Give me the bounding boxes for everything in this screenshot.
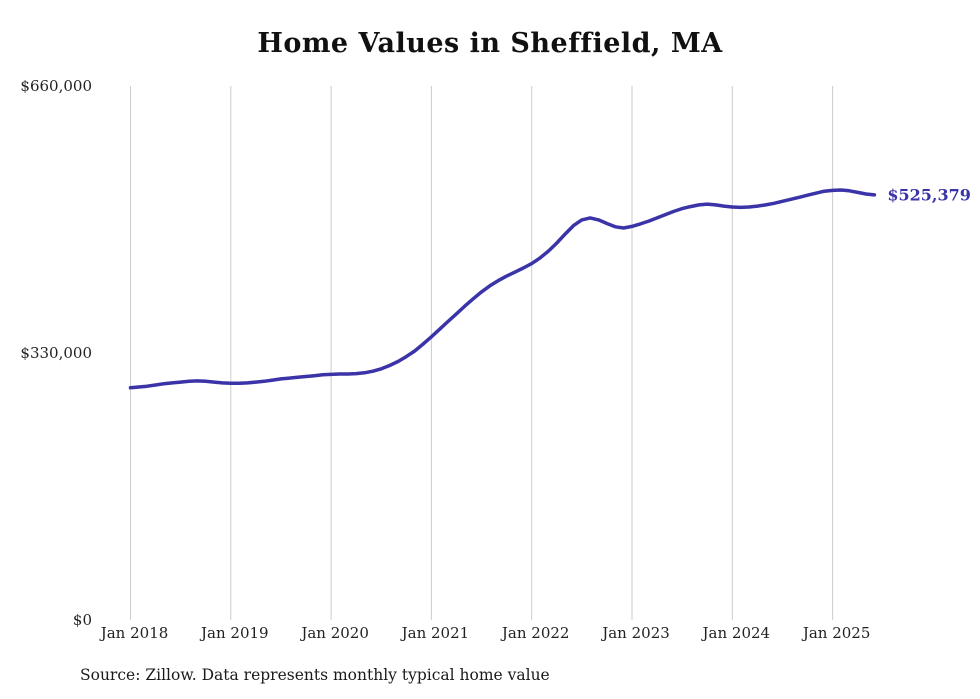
- y-axis-tick-label: $0: [72, 611, 92, 629]
- x-axis-tick-label: Jan 2019: [201, 624, 269, 642]
- latest-value-label: $525,379: [887, 185, 971, 205]
- x-axis-tick-label: Jan 2025: [802, 624, 871, 642]
- x-axis-tick-label: Jan 2018: [100, 624, 169, 642]
- x-axis-tick-label: Jan 2022: [501, 624, 570, 642]
- home-value-series-line: [128, 188, 877, 390]
- source-note: Source: Zillow. Data represents monthly …: [80, 666, 550, 684]
- x-axis-tick-label: Jan 2024: [702, 624, 771, 642]
- chart-title: Home Values in Sheffield, MA: [257, 28, 723, 59]
- x-axis-tick-label: Jan 2023: [602, 624, 670, 642]
- x-axis-tick-label: Jan 2021: [401, 624, 470, 642]
- y-axis-tick-label: $660,000: [20, 77, 92, 95]
- y-axis-tick-label: $330,000: [20, 344, 92, 362]
- x-axis-tick-label: Jan 2020: [301, 624, 369, 642]
